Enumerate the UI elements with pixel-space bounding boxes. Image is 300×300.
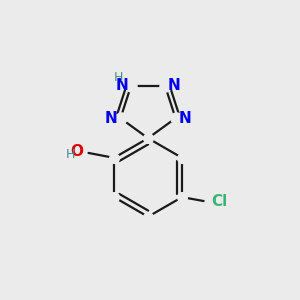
Text: O: O	[70, 145, 84, 160]
Text: H: H	[114, 71, 123, 85]
Text: N: N	[105, 111, 118, 126]
Text: N: N	[168, 78, 181, 93]
Text: Cl: Cl	[212, 194, 228, 208]
Text: H: H	[66, 148, 76, 161]
Text: N: N	[115, 78, 128, 93]
Text: N: N	[178, 111, 191, 126]
